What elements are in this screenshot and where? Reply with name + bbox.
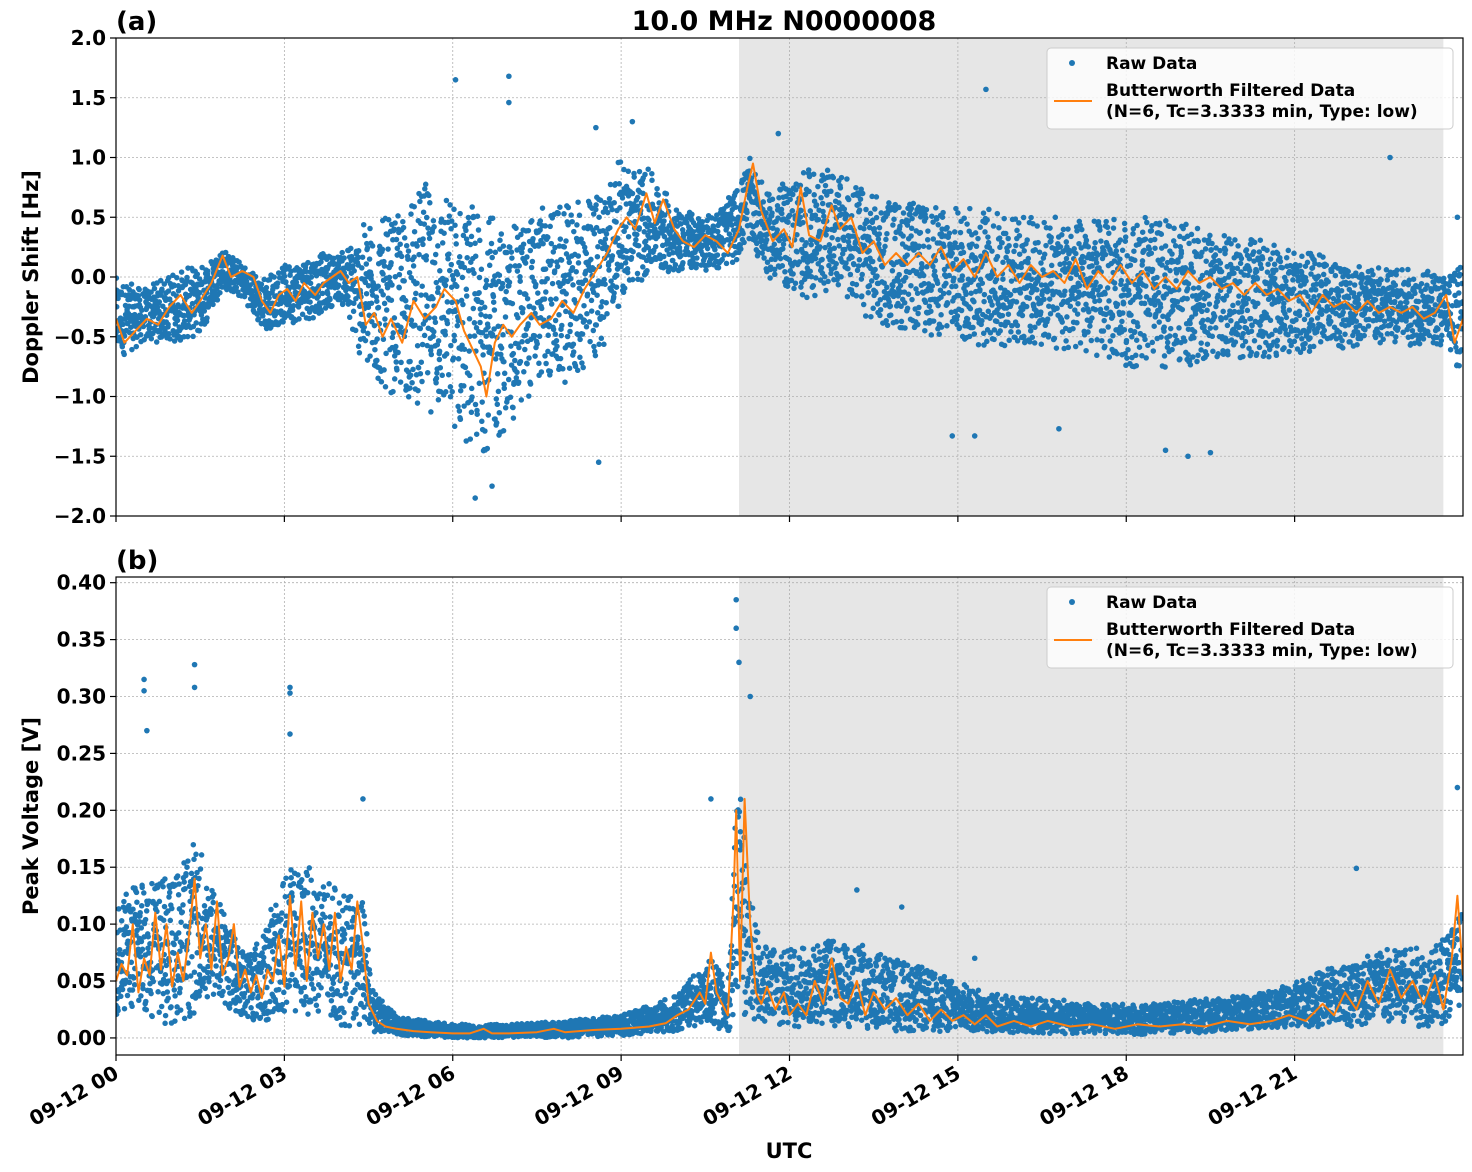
- panel-a-y-tick-label: −0.5: [54, 325, 106, 349]
- panel-b-raw-outlier: [141, 676, 147, 683]
- panel-a-legend-raw-label: Raw Data: [1106, 54, 1197, 74]
- panel-a-raw-outlier: [595, 459, 602, 466]
- panel-a-raw-outlier: [1207, 449, 1214, 456]
- panel-b-raw-outlier: [708, 796, 714, 802]
- panel-a-x-ticks: [115, 516, 1296, 522]
- panel-a-y-tick-label: 0.5: [71, 205, 106, 229]
- panel-a-y-tick-label: −2.0: [54, 504, 106, 528]
- panel-a-raw-outlier: [506, 99, 512, 106]
- panel-b-y-tick-label: 0.25: [57, 741, 106, 765]
- panel-a-legend: Raw Data Butterworth Filtered Data (N=6,…: [1046, 47, 1454, 130]
- panel-a-raw-outlier: [452, 77, 459, 83]
- panel-b-raw-outlier: [287, 731, 293, 737]
- panel-b-y-tick-label: 0.15: [57, 855, 106, 879]
- panel-a-raw-outlier: [983, 86, 989, 93]
- panel-a-y-ticks: 2.0 1.5 1.0 0.5 0.0 −0.5 −1.0 −1.5 −2.0: [54, 26, 116, 528]
- panel-a-raw-outlier: [1387, 154, 1393, 161]
- x-tick-label: 09-12 21: [1204, 1061, 1302, 1131]
- panel-a-legend-box: [1046, 47, 1454, 130]
- panel-a-filtered-data: [116, 162, 1463, 398]
- x-tick-label: 09-12 09: [530, 1061, 628, 1131]
- x-tick-label: 09-12 15: [867, 1061, 965, 1131]
- panel-a-raw-outlier: [1454, 214, 1461, 221]
- panel-a-y-tick-label: 1.5: [71, 86, 106, 110]
- panel-a-y-tick-label: −1.0: [54, 385, 106, 409]
- panel-a-legend-filtered-params: (N=6, Tc=3.3333 min, Type: low): [1106, 102, 1418, 122]
- x-tick-label: 09-12 00: [25, 1061, 123, 1131]
- panel-a-raw-outlier: [593, 124, 599, 131]
- panel-b-raw-outlier: [1353, 865, 1360, 872]
- panel-b-legend: Raw Data Butterworth Filtered Data (N=6,…: [1046, 586, 1454, 669]
- panel-b-y-ticks: 0.40 0.35 0.30 0.25 0.20 0.15 0.10 0.05 0.00: [57, 571, 116, 1050]
- panel-b-legend-filtered-label: Butterworth Filtered Data: [1106, 620, 1355, 640]
- panel-b-raw-outlier: [854, 887, 860, 893]
- panel-a-raw-outlier: [472, 495, 479, 501]
- panel-b-y-tick-label: 0.10: [57, 912, 106, 936]
- panel-a-y-tick-label: 0.0: [71, 265, 106, 289]
- panel-a: 2.0 1.5 1.0 0.5 0.0 −0.5 −1.0 −1.5 −2.0 (a) 10.0…: [19, 6, 1464, 528]
- panel-b-raw-outlier: [747, 693, 754, 700]
- x-axis-label: UTC: [766, 1139, 813, 1163]
- panel-a-raw-outlier: [775, 130, 782, 137]
- panel-b-raw-outlier: [287, 690, 293, 696]
- panel-b-y-tick-label: 0.35: [57, 628, 106, 652]
- panel-b-raw-outlier: [144, 727, 150, 734]
- panel-a-raw-outlier: [629, 118, 636, 125]
- panel-a-ylabel: Doppler Shift [Hz]: [19, 170, 43, 384]
- panel-b-filtered-data: [116, 797, 1463, 1035]
- x-tick-label: 09-12 03: [193, 1061, 291, 1131]
- panel-a-y-tick-label: 2.0: [71, 26, 106, 50]
- panel-a-y-tick-label: −1.5: [54, 444, 106, 468]
- panel-b-raw-outlier: [898, 904, 905, 910]
- panel-b-y-tick-label: 0.20: [57, 798, 106, 822]
- panel-b: 0.40 0.35 0.30 0.25 0.20 0.15 0.10 0.05 0.00 09-…: [19, 546, 1464, 1131]
- panel-b-raw-outlier: [733, 596, 739, 603]
- x-tick-label: 09-12 18: [1035, 1061, 1133, 1131]
- panel-b-legend-raw-label: Raw Data: [1106, 593, 1197, 613]
- panel-a-label: (a): [116, 7, 157, 37]
- panel-b-raw-outlier: [971, 955, 978, 962]
- panel-b-raw-outlier: [287, 684, 293, 691]
- panel-a-y-tick-label: 1.0: [71, 146, 106, 170]
- panel-b-label: (b): [116, 546, 158, 576]
- panel-b-raw-outlier: [360, 796, 366, 802]
- panel-a-raw-outlier: [506, 73, 512, 80]
- panel-b-raw-outlier: [733, 625, 739, 632]
- panel-a-raw-outlier: [489, 483, 495, 489]
- panel-a-raw-outlier: [949, 433, 956, 439]
- panel-b-legend-raw-marker: [1069, 599, 1075, 605]
- panel-b-ylabel: Peak Voltage [V]: [19, 717, 43, 915]
- panel-b-raw-outlier: [141, 688, 147, 694]
- figure-title: 10.0 MHz N0000008: [632, 6, 937, 37]
- panel-a-raw-outlier: [1056, 425, 1062, 432]
- panel-b-raw-outlier: [1454, 784, 1461, 791]
- panel-b-x-ticks: 09-12 00 09-12 03 09-12 06 09-12 09 09-12 12…: [25, 1055, 1301, 1131]
- panel-b-raw-outlier: [191, 661, 198, 668]
- x-tick-label: 09-12 12: [698, 1061, 796, 1131]
- panel-a-raw-outlier: [971, 433, 978, 439]
- panel-a-filtered-line: [116, 162, 1463, 398]
- panel-b-raw-outlier: [736, 659, 742, 666]
- panel-b-raw-outlier: [191, 684, 198, 691]
- panel-b-y-tick-label: 0.40: [57, 571, 106, 595]
- panel-a-legend-filtered-label: Butterworth Filtered Data: [1106, 81, 1355, 101]
- panel-b-y-tick-label: 0.00: [57, 1026, 106, 1050]
- panel-b-legend-filtered-params: (N=6, Tc=3.3333 min, Type: low): [1106, 641, 1418, 661]
- panel-a-raw-outlier: [1162, 447, 1169, 454]
- panel-b-y-tick-label: 0.05: [57, 969, 106, 993]
- panel-b-filtered-line: [116, 797, 1463, 1035]
- panel-a-raw-outlier: [1185, 453, 1191, 460]
- panel-a-legend-raw-marker: [1069, 60, 1075, 66]
- panel-b-legend-box: [1046, 586, 1454, 669]
- x-tick-label: 09-12 06: [362, 1061, 460, 1131]
- panel-b-y-tick-label: 0.30: [57, 685, 106, 709]
